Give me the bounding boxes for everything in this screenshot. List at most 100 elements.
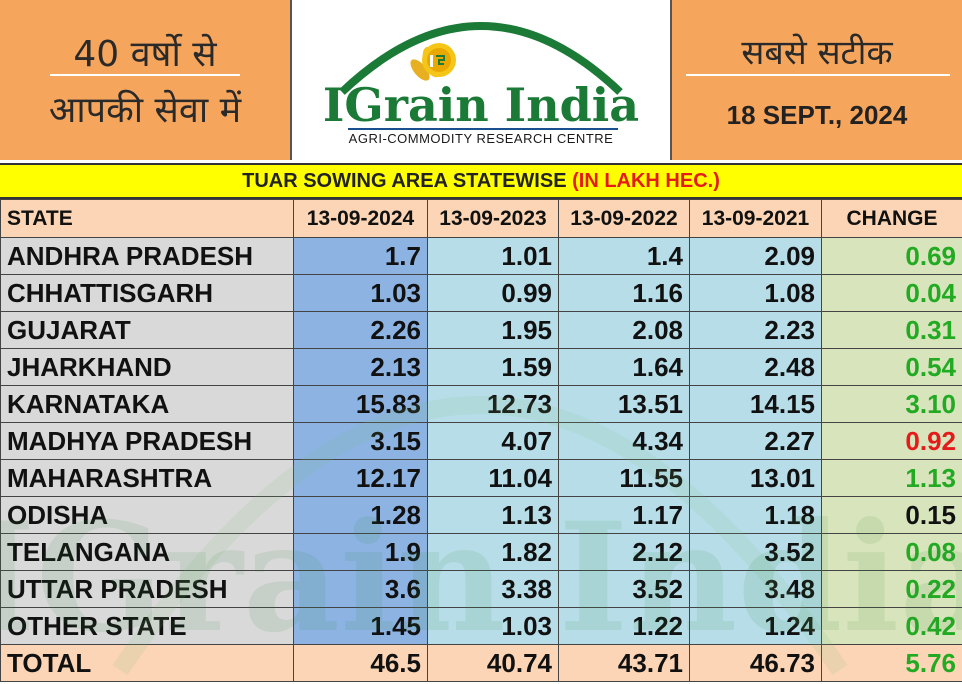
- value-cell: 1.03: [293, 274, 428, 312]
- brand-tagline: AGRI-COMMODITY RESEARCH CENTRE: [348, 131, 614, 146]
- value-cell: 1.9: [293, 533, 428, 571]
- value-cell: 1.82: [427, 533, 559, 571]
- value-cell: 12.17: [293, 459, 428, 497]
- value-cell: 3.48: [689, 570, 822, 608]
- column-header: 13-09-2023: [427, 199, 559, 238]
- table-row: OTHER STATE 1.45 1.03 1.22 1.24 0.42: [0, 607, 962, 645]
- value-cell: 46.73: [689, 644, 822, 682]
- value-cell: 11.55: [558, 459, 690, 497]
- value-cell: 1.03: [427, 607, 559, 645]
- value-cell: 2.08: [558, 311, 690, 349]
- value-cell: 1.16: [558, 274, 690, 312]
- value-cell: 1.28: [293, 496, 428, 534]
- value-cell: 0.99: [427, 274, 559, 312]
- brand-name: IGrain India: [322, 78, 640, 132]
- change-cell: 0.22: [821, 570, 962, 608]
- value-cell: 11.04: [427, 459, 559, 497]
- value-cell: 2.27: [689, 422, 822, 460]
- state-cell: ODISHA: [0, 496, 294, 534]
- column-header: CHANGE: [821, 199, 962, 238]
- value-cell: 43.71: [558, 644, 690, 682]
- value-cell: 13.01: [689, 459, 822, 497]
- state-cell: UTTAR PRADESH: [0, 570, 294, 608]
- value-cell: 1.22: [558, 607, 690, 645]
- state-cell: MADHYA PRADESH: [0, 422, 294, 460]
- header-right-panel: सबसे सटीक 18 SEPT., 2024: [670, 0, 962, 160]
- column-header: 13-09-2024: [293, 199, 428, 238]
- value-cell: 1.95: [427, 311, 559, 349]
- change-cell: 0.04: [821, 274, 962, 312]
- sowing-area-table: STATE 13-09-2024 13-09-2023 13-09-2022 1…: [0, 199, 962, 682]
- change-cell: 0.42: [821, 607, 962, 645]
- table-header-row: STATE 13-09-2024 13-09-2023 13-09-2022 1…: [0, 199, 962, 238]
- title-unit: (IN LAKH HEC.): [572, 170, 720, 192]
- value-cell: 1.18: [689, 496, 822, 534]
- value-cell: 1.4: [558, 237, 690, 275]
- value-cell: 4.34: [558, 422, 690, 460]
- change-cell: 0.15: [821, 496, 962, 534]
- table-row: KARNATAKA 15.83 12.73 13.51 14.15 3.10: [0, 385, 962, 423]
- value-cell: 1.24: [689, 607, 822, 645]
- grain-logo-icon: [339, 22, 623, 95]
- value-cell: 3.52: [558, 570, 690, 608]
- change-cell: 0.08: [821, 533, 962, 571]
- change-cell: 1.13: [821, 459, 962, 497]
- change-cell: 0.54: [821, 348, 962, 386]
- value-cell: 1.13: [427, 496, 559, 534]
- header: 40 वर्षो से आपकी सेवा में IGrain India A…: [0, 0, 962, 160]
- slogan-line-1: 40 वर्षो से: [73, 34, 217, 75]
- value-cell: 3.6: [293, 570, 428, 608]
- state-cell: ANDHRA PRADESH: [0, 237, 294, 275]
- value-cell: 15.83: [293, 385, 428, 423]
- value-cell: 2.26: [293, 311, 428, 349]
- state-cell: JHARKHAND: [0, 348, 294, 386]
- table-row: ODISHA 1.28 1.13 1.17 1.18 0.15: [0, 496, 962, 534]
- report-date: 18 SEPT., 2024: [726, 100, 908, 130]
- value-cell: 1.59: [427, 348, 559, 386]
- header-left-panel: 40 वर्षो से आपकी सेवा में: [0, 0, 292, 160]
- value-cell: 14.15: [689, 385, 822, 423]
- value-cell: 1.64: [558, 348, 690, 386]
- value-cell: 4.07: [427, 422, 559, 460]
- value-cell: 2.12: [558, 533, 690, 571]
- value-cell: 40.74: [427, 644, 559, 682]
- value-cell: 2.48: [689, 348, 822, 386]
- change-cell: 0.92: [821, 422, 962, 460]
- accuracy-slogan: सबसे सटीक: [741, 33, 893, 73]
- state-cell: TELANGANA: [0, 533, 294, 571]
- table-row: CHHATTISGARH 1.03 0.99 1.16 1.08 0.04: [0, 274, 962, 312]
- value-cell: 1.45: [293, 607, 428, 645]
- value-cell: 1.01: [427, 237, 559, 275]
- total-row: TOTAL 46.5 40.74 43.71 46.73 5.76: [0, 644, 962, 682]
- value-cell: 1.7: [293, 237, 428, 275]
- logo-panel: IGrain India AGRI-COMMODITY RESEARCH CEN…: [292, 0, 670, 160]
- table-row: TELANGANA 1.9 1.82 2.12 3.52 0.08: [0, 533, 962, 571]
- table-title: TUAR SOWING AREA STATEWISE (IN LAKH HEC.…: [0, 163, 962, 199]
- value-cell: 2.23: [689, 311, 822, 349]
- divider: [686, 74, 950, 76]
- change-cell: 5.76: [821, 644, 962, 682]
- value-cell: 12.73: [427, 385, 559, 423]
- change-cell: 0.31: [821, 311, 962, 349]
- value-cell: 3.38: [427, 570, 559, 608]
- value-cell: 2.13: [293, 348, 428, 386]
- value-cell: 1.08: [689, 274, 822, 312]
- state-cell: GUJARAT: [0, 311, 294, 349]
- value-cell: 46.5: [293, 644, 428, 682]
- divider: [50, 74, 240, 76]
- value-cell: 3.15: [293, 422, 428, 460]
- table-row: MAHARASHTRA 12.17 11.04 11.55 13.01 1.13: [0, 459, 962, 497]
- state-cell: CHHATTISGARH: [0, 274, 294, 312]
- table-row: GUJARAT 2.26 1.95 2.08 2.23 0.31: [0, 311, 962, 349]
- change-cell: 3.10: [821, 385, 962, 423]
- value-cell: 1.17: [558, 496, 690, 534]
- state-cell: TOTAL: [0, 644, 294, 682]
- state-cell: KARNATAKA: [0, 385, 294, 423]
- table-row: UTTAR PRADESH 3.6 3.38 3.52 3.48 0.22: [0, 570, 962, 608]
- title-main: TUAR SOWING AREA STATEWISE: [242, 170, 573, 192]
- value-cell: 3.52: [689, 533, 822, 571]
- brand-underline: [348, 128, 618, 130]
- slogan-line-2: आपकी सेवा में: [48, 90, 242, 131]
- column-header: 13-09-2021: [689, 199, 822, 238]
